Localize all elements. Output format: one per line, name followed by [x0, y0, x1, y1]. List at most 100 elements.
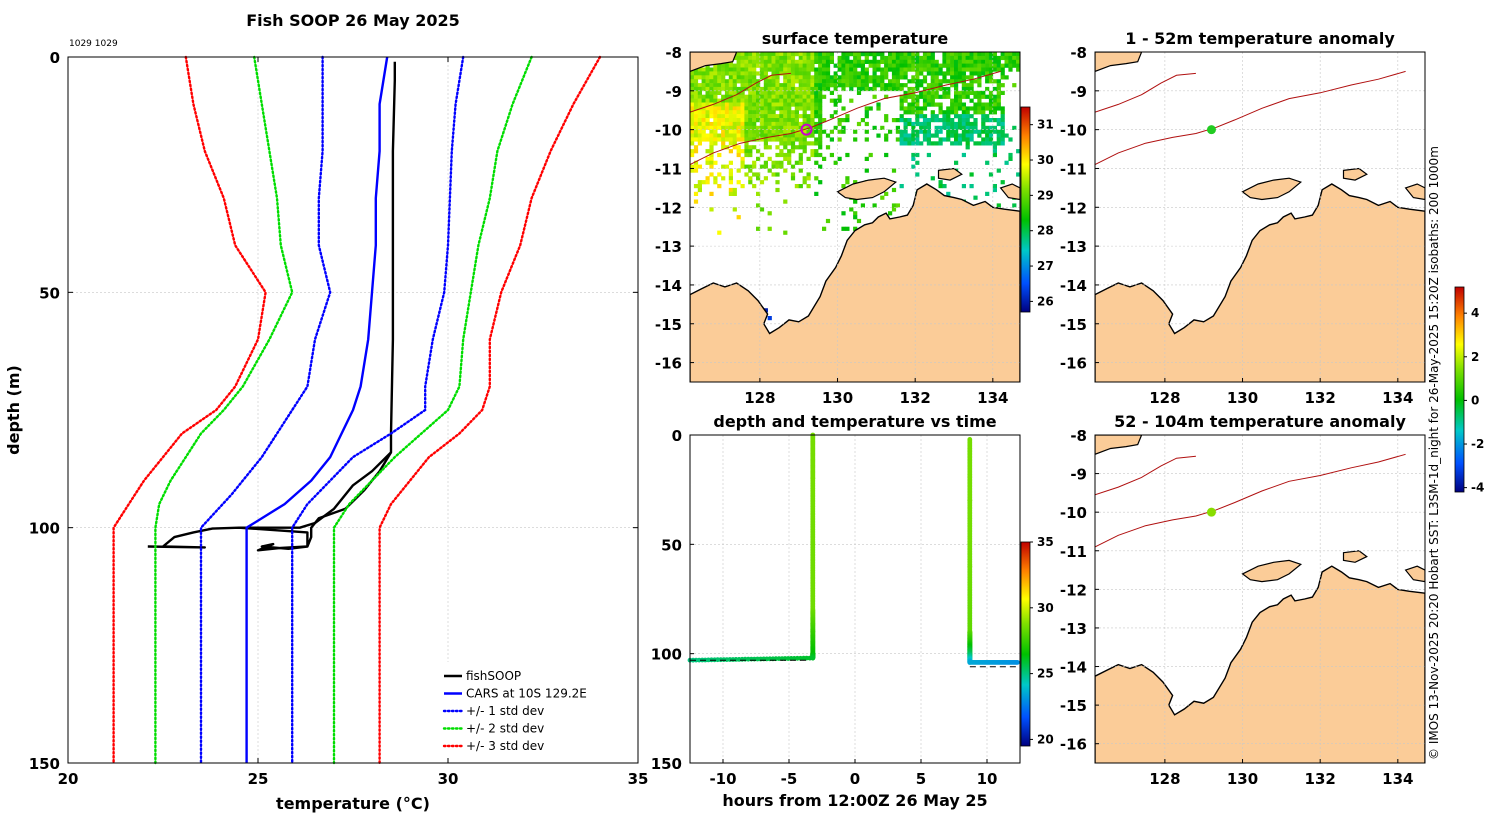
sst-pixel — [864, 71, 869, 76]
sst-pixel — [740, 129, 745, 134]
timeseries-point — [1015, 660, 1020, 665]
sst-pixel — [950, 67, 955, 72]
sst-pixel — [1000, 90, 1005, 95]
sst-pixel — [779, 94, 784, 99]
sst-pixel — [922, 129, 928, 134]
sst-pixel — [895, 71, 900, 76]
sst-pixel — [996, 79, 1001, 84]
sst-pixel — [950, 129, 955, 134]
island — [937, 167, 963, 181]
sst-pixel — [736, 94, 741, 99]
sst-pixel — [787, 137, 792, 142]
map-y-tick-label: -10 — [1060, 504, 1087, 522]
sst-pixel — [895, 63, 900, 68]
sst-pixel — [779, 106, 784, 111]
sst-pixel — [926, 63, 931, 68]
sst-pixel — [779, 129, 784, 134]
sst-pixel — [946, 63, 951, 68]
sst-pixel — [954, 59, 959, 64]
sst-pixel — [876, 63, 881, 68]
sst-pixel — [884, 133, 889, 138]
sst-pixel — [825, 63, 831, 68]
sst-pixel — [728, 110, 733, 115]
sst-pixel — [934, 75, 939, 80]
sst-pixel — [965, 141, 970, 146]
anomaly-2-frame — [1094, 434, 1426, 764]
sst-pixel — [814, 52, 819, 57]
sst-pixel — [771, 125, 776, 130]
sst-pixel — [732, 75, 737, 80]
sst-pixel — [957, 63, 963, 68]
sst-pixel — [860, 59, 865, 64]
sst-pixel — [771, 129, 776, 134]
sst-pixel — [957, 67, 963, 72]
sst-pixel — [907, 141, 912, 146]
sst-pixel — [853, 52, 858, 57]
sst-pixel — [930, 86, 935, 92]
sst-pixel — [763, 63, 768, 68]
sst-pixel — [837, 94, 842, 99]
sst-pixel — [985, 79, 990, 84]
sst-pixel — [728, 98, 733, 103]
sst-pixel — [992, 79, 997, 84]
sst-pixel — [888, 83, 893, 88]
sst-pixel — [690, 79, 695, 84]
sst-pixel — [787, 102, 792, 107]
profile-y-tick-label: 100 — [29, 520, 60, 538]
sst-pixel — [814, 176, 819, 181]
sst-pixel — [802, 55, 807, 61]
sst-colorbar-tick-label: 28 — [1037, 224, 1054, 238]
sst-pixel — [794, 67, 799, 72]
sst-pixel — [961, 52, 966, 57]
sst-pixel — [864, 137, 869, 142]
sst-pixel — [872, 203, 877, 208]
sst-pixel — [756, 86, 761, 92]
sst-pixel — [988, 118, 994, 123]
sst-pixel — [996, 83, 1001, 88]
sst-pixel — [915, 141, 920, 146]
sst-pixel — [969, 79, 974, 84]
sst-pixel — [911, 102, 916, 107]
sst-pixel — [756, 149, 761, 154]
sst-pixel — [919, 106, 924, 111]
sst-pixel — [752, 164, 757, 169]
sst-pixel — [903, 55, 908, 61]
sst-pixel — [728, 71, 733, 76]
sst-pixel — [856, 55, 862, 61]
sst-pixel — [713, 160, 718, 165]
sst-pixel — [837, 75, 842, 80]
sst-pixel — [783, 67, 788, 72]
sst-pixel — [911, 121, 916, 127]
sst-pixel — [798, 86, 803, 92]
sst-pixel — [841, 63, 846, 68]
sst-pixel — [721, 121, 726, 127]
sst-pixel — [717, 86, 722, 92]
sst-pixel — [744, 106, 749, 111]
sst-pixel — [996, 168, 1001, 173]
sst-pixel — [709, 164, 714, 169]
sst-pixel — [724, 106, 730, 111]
sst-pixel — [728, 106, 733, 111]
sst-pixel — [977, 110, 982, 115]
sst-pixel — [775, 129, 780, 134]
sst-pixel — [837, 156, 842, 161]
sst-pixel — [915, 133, 920, 138]
sst-pixel — [693, 199, 699, 204]
sst-pixel — [724, 118, 730, 123]
sst-pixel — [868, 59, 873, 64]
sst-pixel — [1000, 83, 1005, 88]
sst-pixel — [864, 75, 869, 80]
sst-pixel — [822, 94, 827, 99]
sst-pixel — [724, 71, 730, 76]
sst-pixel — [690, 129, 695, 134]
sst-pixel — [903, 133, 908, 138]
sst-pixel — [841, 75, 846, 80]
sst-pixel — [957, 106, 963, 111]
sst-pixel — [802, 133, 807, 138]
sst-pixel — [728, 125, 733, 130]
sst-pixel — [965, 90, 970, 95]
sst-pixel — [884, 67, 889, 72]
sst-pixel — [942, 121, 947, 127]
sst-pixel — [825, 218, 831, 224]
sst-pixel — [915, 67, 920, 72]
